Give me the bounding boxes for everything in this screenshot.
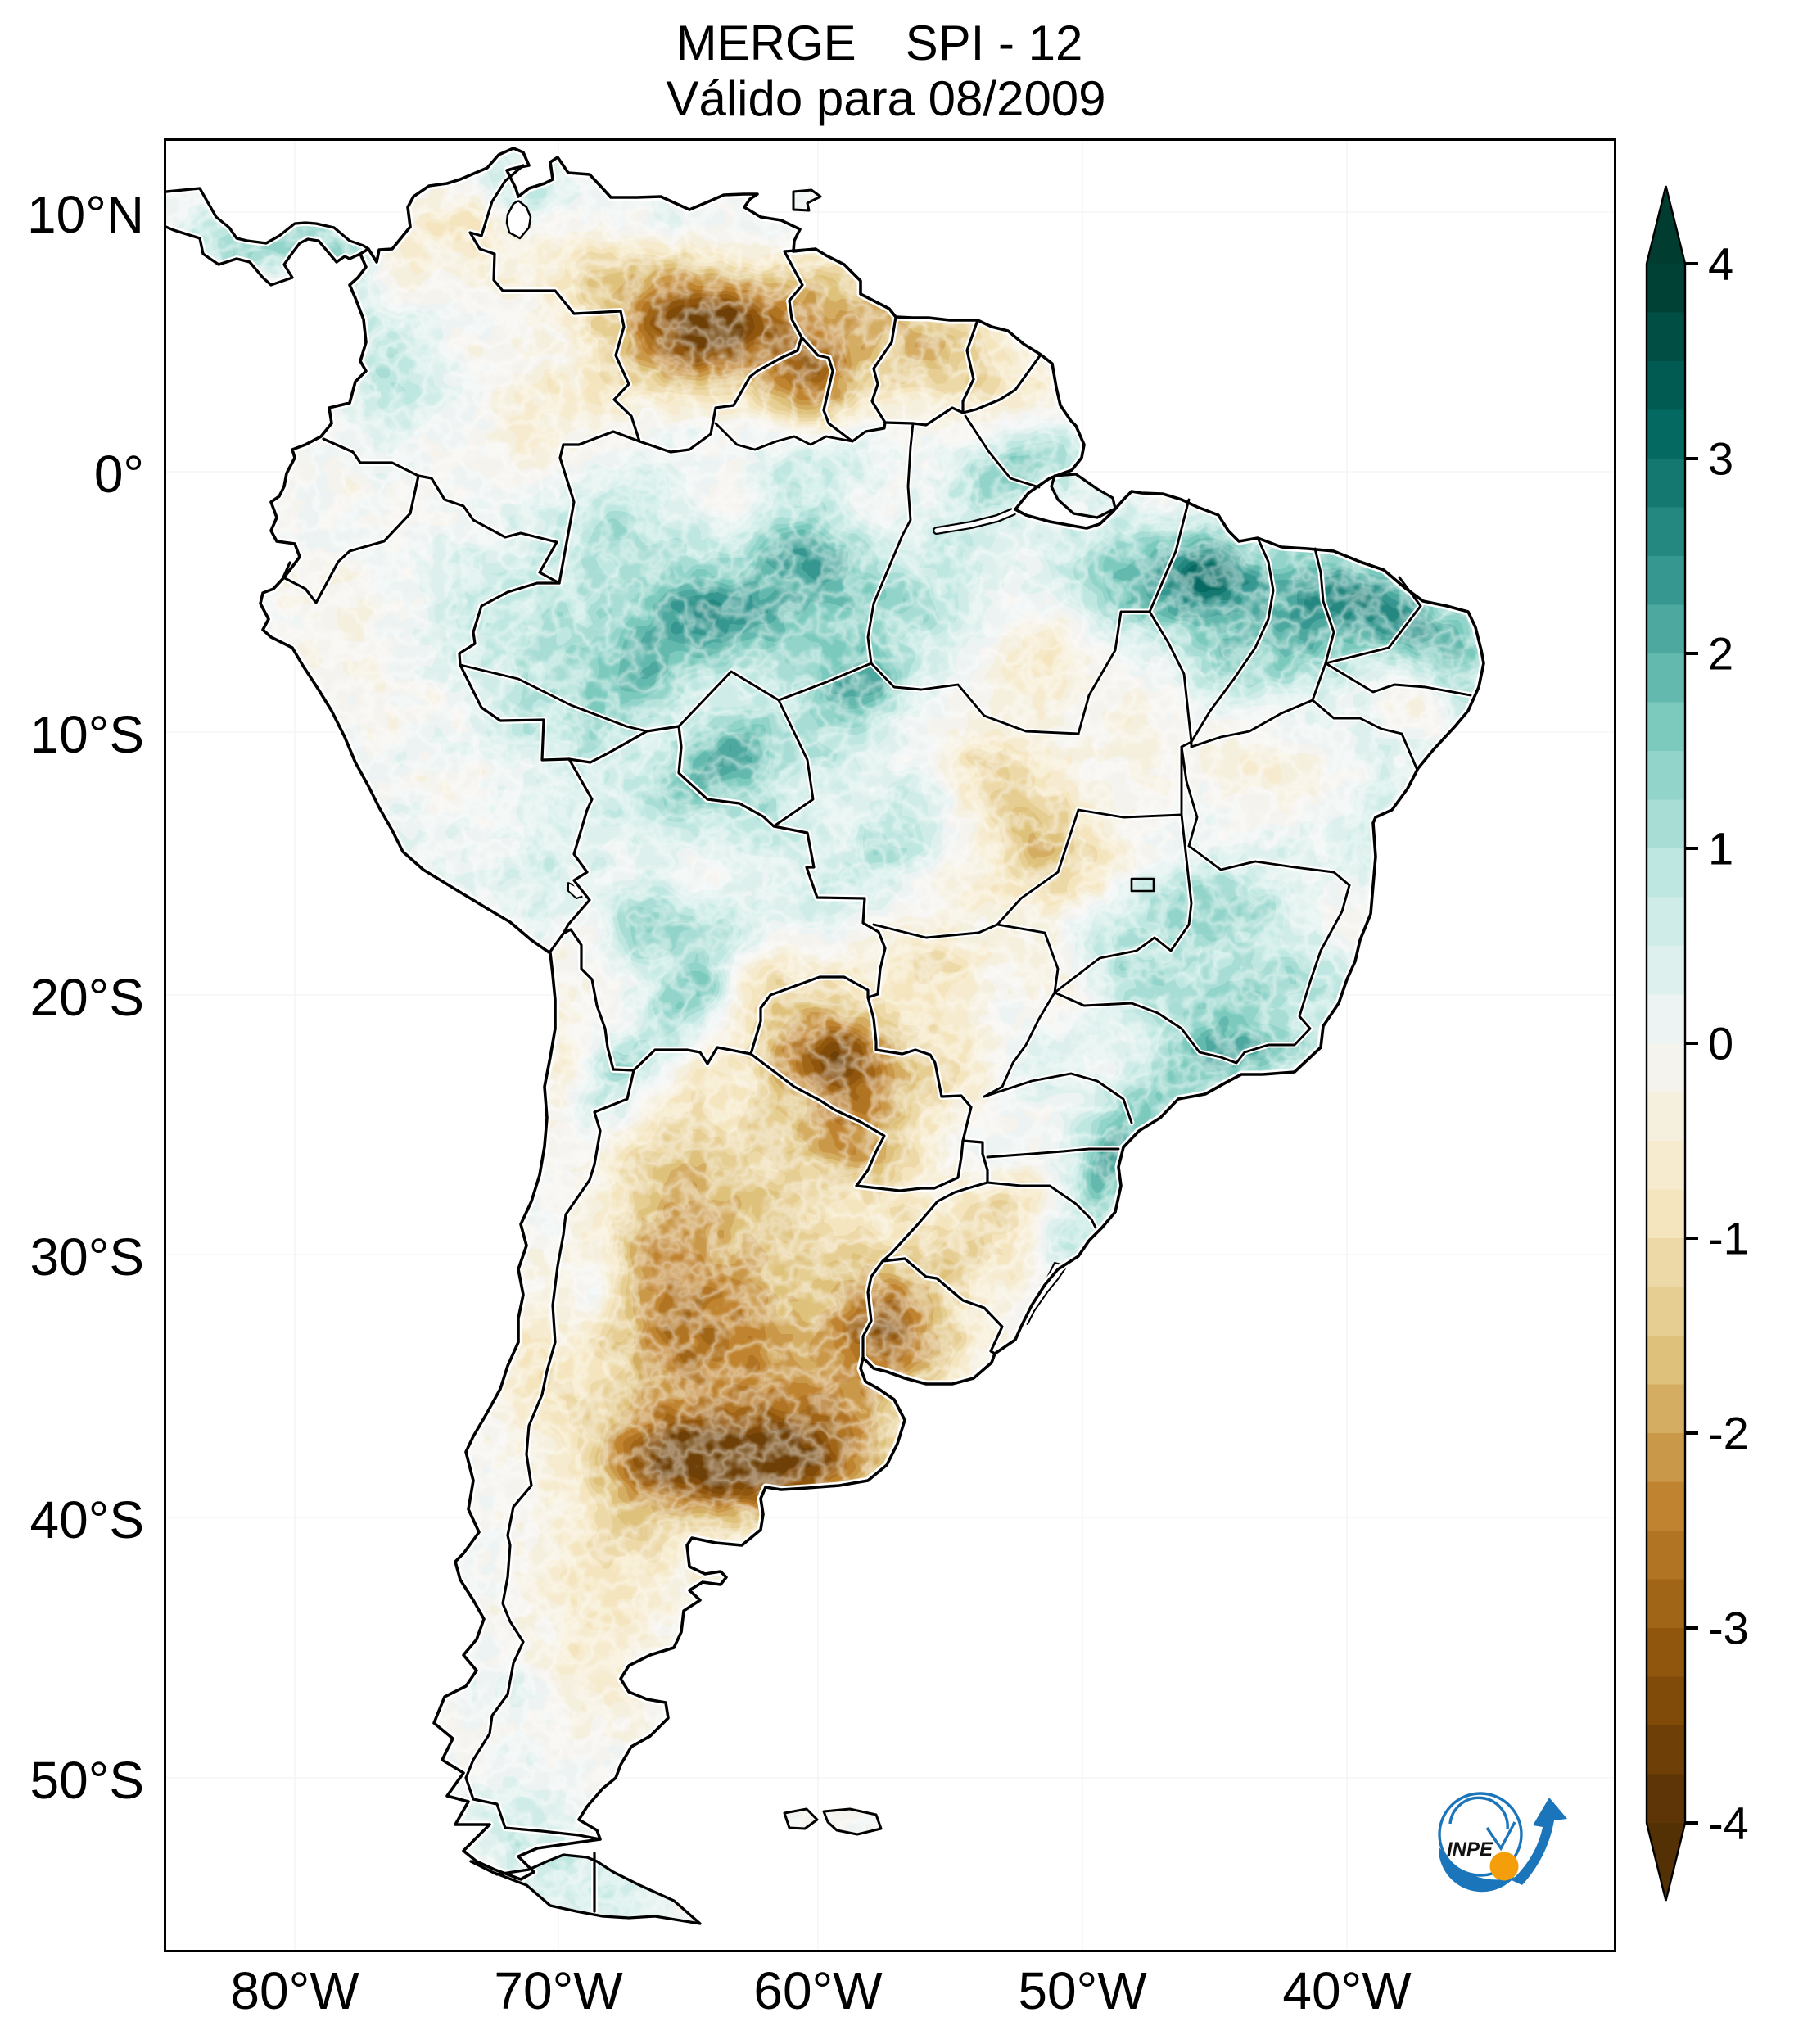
svg-text:4: 4 [1708, 238, 1733, 290]
svg-text:0: 0 [1708, 1018, 1733, 1069]
svg-text:-1: -1 [1708, 1213, 1749, 1264]
svg-text:INPE: INPE [1447, 1838, 1493, 1861]
svg-text:-2: -2 [1708, 1408, 1749, 1459]
svg-text:1: 1 [1708, 823, 1733, 875]
svg-text:-4: -4 [1708, 1798, 1749, 1849]
svg-text:-3: -3 [1708, 1603, 1749, 1654]
svg-text:2: 2 [1708, 628, 1733, 680]
svg-text:3: 3 [1708, 433, 1733, 485]
